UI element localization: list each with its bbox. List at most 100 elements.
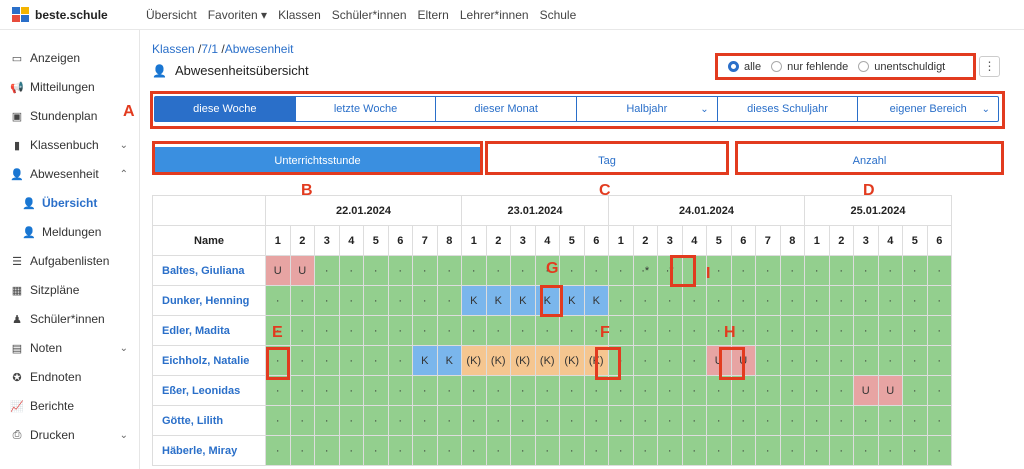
attendance-cell[interactable]: · <box>608 435 634 466</box>
more-options-button[interactable]: ⋮ <box>979 56 1000 77</box>
attendance-cell[interactable]: · <box>877 285 903 316</box>
attendance-cell[interactable]: · <box>461 315 487 346</box>
attendance-cell[interactable]: U <box>706 345 732 376</box>
attendance-cell[interactable]: · <box>314 435 340 466</box>
attendance-cell[interactable]: · <box>436 435 462 466</box>
attendance-cell[interactable]: (K) <box>559 345 585 376</box>
attendance-cell[interactable]: · <box>779 285 805 316</box>
attendance-cell[interactable]: · <box>461 405 487 436</box>
tab-halbjahr[interactable]: Halbjahr ⌄ <box>577 97 718 121</box>
attendance-cell[interactable]: · <box>314 405 340 436</box>
sidebar-item-berichte[interactable]: 📈 Berichte <box>10 396 132 416</box>
attendance-cell[interactable]: K <box>436 345 462 376</box>
student-name-link[interactable]: Götte, Lilith <box>152 405 266 436</box>
attendance-cell[interactable]: · <box>657 285 683 316</box>
attendance-cell[interactable]: · <box>877 435 903 466</box>
attendance-cell[interactable]: · <box>436 405 462 436</box>
attendance-cell[interactable]: · <box>314 285 340 316</box>
attendance-cell[interactable]: · <box>583 405 609 436</box>
attendance-cell[interactable]: · <box>779 375 805 406</box>
attendance-cell[interactable]: · <box>755 255 781 286</box>
attendance-cell[interactable]: · <box>657 345 683 376</box>
attendance-cell[interactable]: · <box>706 435 732 466</box>
attendance-cell[interactable]: · <box>926 435 952 466</box>
attendance-cell[interactable]: · <box>289 375 315 406</box>
attendance-cell[interactable]: · <box>755 405 781 436</box>
sidebar-item-anzeigen[interactable]: ▭ Anzeigen <box>10 48 132 68</box>
chevron-icon[interactable]: ⌄ <box>119 139 128 151</box>
attendance-cell[interactable]: K <box>583 285 609 316</box>
attendance-cell[interactable]: · <box>412 255 438 286</box>
attendance-cell[interactable]: · <box>853 435 879 466</box>
attendance-cell[interactable]: · <box>436 375 462 406</box>
attendance-cell[interactable]: · <box>289 285 315 316</box>
attendance-cell[interactable]: · <box>387 375 413 406</box>
attendance-cell[interactable]: · <box>485 435 511 466</box>
attendance-cell[interactable]: · <box>338 405 364 436</box>
sidebar-item-endnoten[interactable]: ✪ Endnoten <box>10 367 132 387</box>
attendance-cell[interactable]: · <box>730 375 756 406</box>
attendance-cell[interactable]: · <box>583 255 609 286</box>
attendance-cell[interactable]: · <box>608 255 634 286</box>
attendance-cell[interactable]: · <box>755 435 781 466</box>
attendance-cell[interactable]: · <box>289 405 315 436</box>
attendance-cell[interactable]: · <box>363 255 389 286</box>
attendance-cell[interactable]: · <box>730 255 756 286</box>
attendance-cell[interactable]: · <box>314 255 340 286</box>
attendance-cell[interactable]: · <box>289 315 315 346</box>
attendance-cell[interactable]: · <box>828 345 854 376</box>
attendance-cell[interactable]: · <box>338 345 364 376</box>
attendance-cell[interactable]: · <box>608 375 634 406</box>
attendance-cell[interactable]: · <box>706 405 732 436</box>
attendance-cell[interactable]: · <box>902 315 928 346</box>
attendance-cell[interactable]: · <box>314 375 340 406</box>
sidebar-item-meldungen[interactable]: 👤 Meldungen <box>22 222 132 242</box>
attendance-cell[interactable]: · <box>828 405 854 436</box>
attendance-cell[interactable]: · <box>559 405 585 436</box>
attendance-cell[interactable]: · <box>363 285 389 316</box>
attendance-cell[interactable]: · <box>828 255 854 286</box>
attendance-cell[interactable]: · <box>926 285 952 316</box>
attendance-cell[interactable]: · <box>730 405 756 436</box>
student-name-link[interactable]: Edler, Madita <box>152 315 266 346</box>
attendance-cell[interactable]: · <box>755 345 781 376</box>
attendance-cell[interactable]: · <box>902 285 928 316</box>
attendance-cell[interactable]: · <box>632 435 658 466</box>
attendance-cell[interactable]: · <box>265 315 291 346</box>
attendance-cell[interactable]: · <box>436 255 462 286</box>
sidebar-item-sitzpläne[interactable]: ▦ Sitzpläne <box>10 280 132 300</box>
attendance-cell[interactable]: · <box>804 345 830 376</box>
radio-circle[interactable] <box>771 61 783 72</box>
attendance-cell[interactable]: · <box>804 315 830 346</box>
attendance-cell[interactable]: · <box>828 285 854 316</box>
attendance-cell[interactable]: · <box>828 375 854 406</box>
sidebar-item-noten[interactable]: ▤ Noten ⌄ <box>10 338 132 358</box>
attendance-cell[interactable]: · <box>461 255 487 286</box>
attendance-cell[interactable]: · <box>902 405 928 436</box>
attendance-cell[interactable]: · <box>559 255 585 286</box>
attendance-cell[interactable]: · <box>559 315 585 346</box>
attendance-cell[interactable]: · <box>510 435 536 466</box>
attendance-cell[interactable]: · <box>877 315 903 346</box>
attendance-cell[interactable]: · <box>559 375 585 406</box>
attendance-cell[interactable]: · <box>926 375 952 406</box>
attendance-cell[interactable]: · <box>608 285 634 316</box>
topnav-item-schüler-innen[interactable]: Schüler*innen <box>331 8 407 22</box>
attendance-cell[interactable]: · <box>902 435 928 466</box>
attendance-cell[interactable]: · <box>657 315 683 346</box>
attendance-cell[interactable]: · <box>583 435 609 466</box>
view-anzahl-button[interactable]: Anzahl <box>852 155 887 167</box>
attendance-cell[interactable]: · <box>510 255 536 286</box>
attendance-cell[interactable]: ·* <box>657 255 683 286</box>
attendance-cell[interactable]: · <box>412 435 438 466</box>
attendance-cell[interactable]: K <box>461 285 487 316</box>
chevron-icon[interactable]: ⌃ <box>119 168 128 180</box>
attendance-cell[interactable]: · <box>289 435 315 466</box>
sidebar-item-schüler-innen[interactable]: ♟ Schüler*innen <box>10 309 132 329</box>
attendance-cell[interactable]: U <box>853 375 879 406</box>
attendance-cell[interactable]: · <box>926 405 952 436</box>
attendance-cell[interactable]: · <box>363 435 389 466</box>
attendance-cell[interactable]: · <box>534 375 560 406</box>
attendance-cell[interactable]: U <box>289 255 315 286</box>
attendance-cell[interactable]: · <box>534 255 560 286</box>
